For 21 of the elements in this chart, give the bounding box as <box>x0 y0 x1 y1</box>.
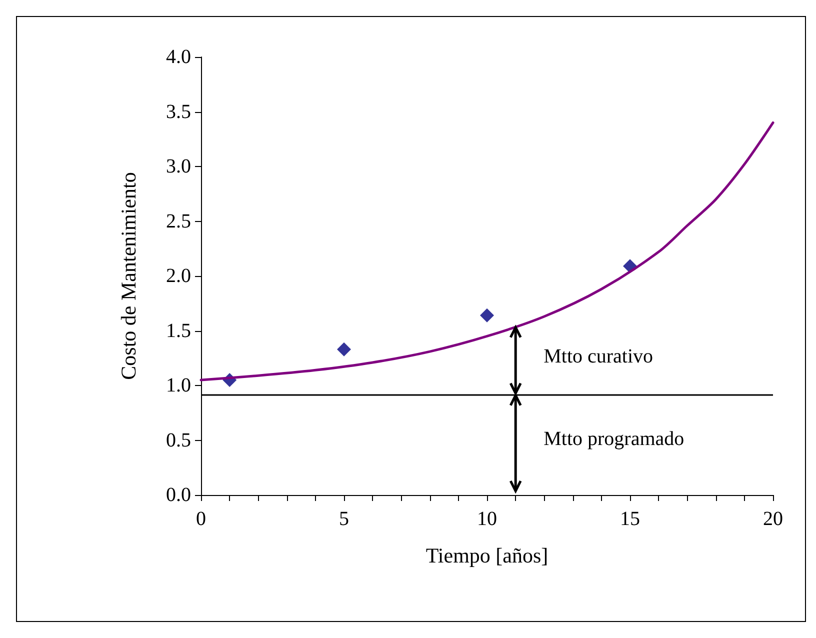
x-tick-label: 15 <box>620 508 640 530</box>
y-tick-label: 4.0 <box>166 46 191 68</box>
annotation: Mtto curativo <box>544 345 654 368</box>
point <box>480 308 494 322</box>
annotation: Mtto programado <box>544 428 684 450</box>
point <box>337 342 351 356</box>
x-tick-label: 5 <box>339 508 349 530</box>
y-tick-label: 3.5 <box>166 100 191 123</box>
y-tick-label: 2.5 <box>166 210 191 232</box>
y-tick-label: 2.0 <box>166 265 191 287</box>
x-tick-label: 20 <box>763 508 783 530</box>
y-tick-label: 1.0 <box>166 374 191 396</box>
y-axis-title: Costo de Mantenimiento <box>116 172 140 380</box>
y-tick-label: 0.0 <box>166 484 191 506</box>
y-tick-label: 1.5 <box>166 320 191 342</box>
x-axis-title: Tiempo [años] <box>426 544 548 568</box>
line-series <box>200 121 774 382</box>
x-tick-label: 10 <box>477 508 497 530</box>
x-tick-label: 0 <box>196 508 206 530</box>
y-tick-label: 0.5 <box>166 429 191 452</box>
y-tick-label: 3.0 <box>166 156 191 178</box>
